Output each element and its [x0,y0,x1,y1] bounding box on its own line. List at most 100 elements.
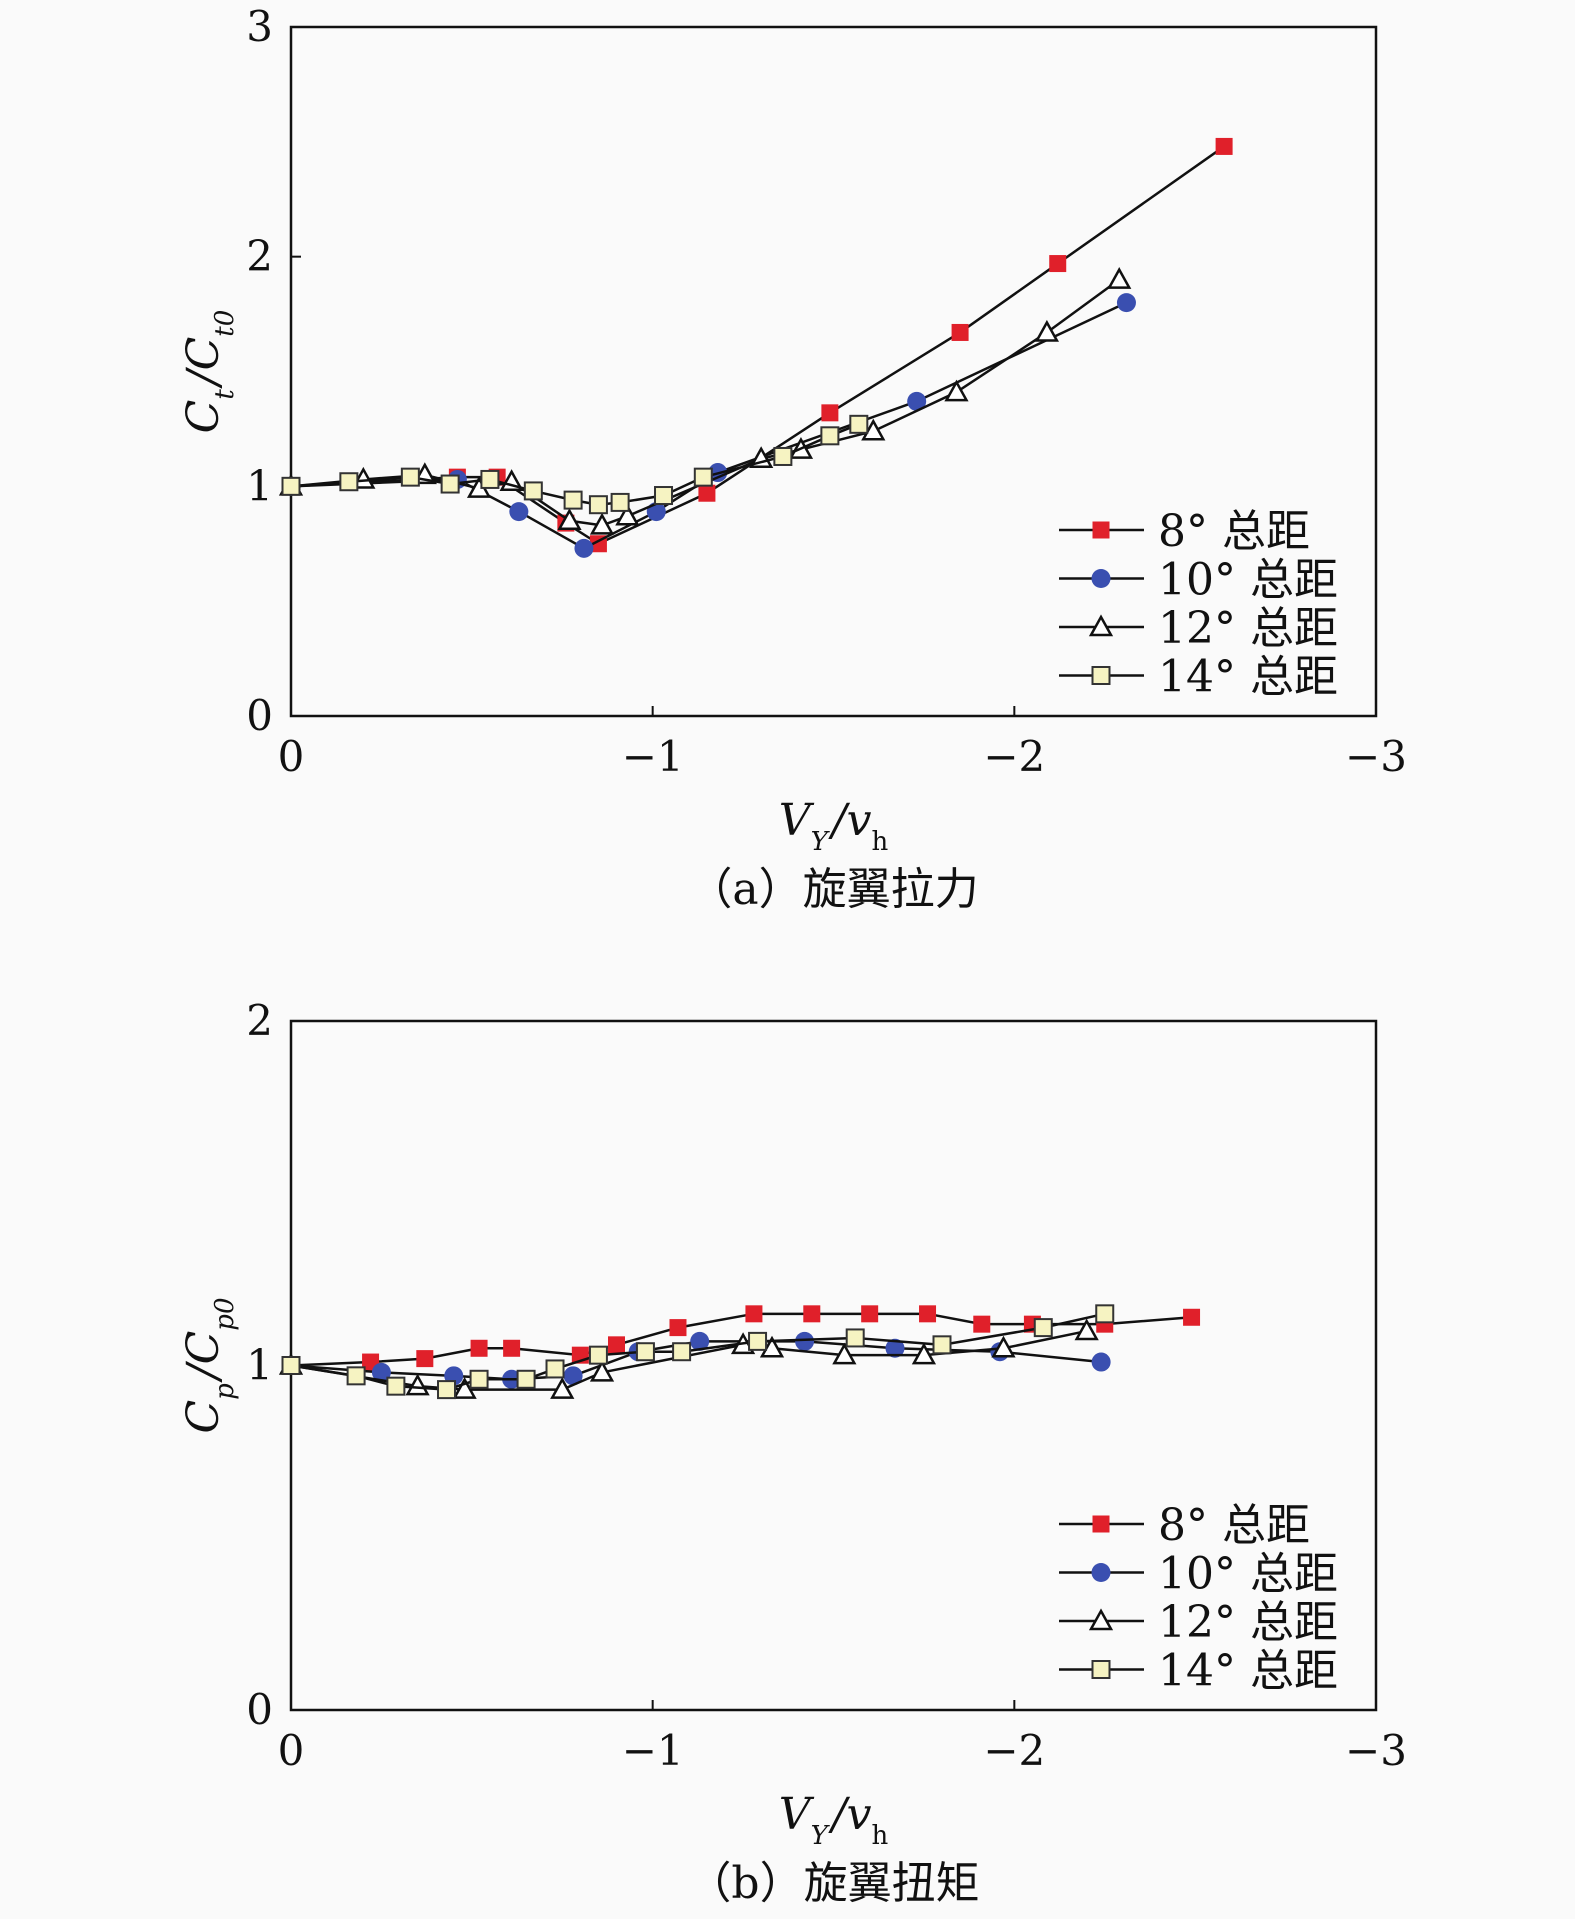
axis-label-main: C [178,1400,229,1434]
data-point [503,1339,521,1357]
data-point [1091,569,1111,588]
data-point [919,1305,937,1323]
y-tick-label: 0 [246,691,273,740]
data-point [588,1345,608,1365]
legend-label: 10° 总距 [1158,555,1338,606]
data-point [748,1331,768,1351]
data-point [1034,319,1060,342]
y-axis-label: Cp/Cp0 [178,1297,240,1433]
data-point [820,426,840,446]
data-point [654,486,674,506]
data-point [400,467,420,487]
data-point [589,512,615,535]
data-point [550,1377,575,1399]
data-point [1091,1563,1111,1582]
data-point [416,1350,434,1368]
data-point [1091,1352,1111,1372]
data-point [803,1305,821,1323]
x-tick-label: −3 [1345,732,1407,781]
data-point [1091,666,1111,685]
data-point [635,1342,655,1362]
axis-label-main: V [779,795,815,846]
series-2 [278,1318,1099,1399]
y-tick-label: 2 [246,996,273,1045]
data-point [371,1362,391,1382]
chart-caption: （b）旋翼扭矩 [687,1858,979,1909]
x-tick-label: −1 [622,1726,684,1775]
data-point [907,391,927,411]
axis-label-main2: v [847,1789,872,1840]
x-tick-label: −2 [983,732,1045,781]
axis-label-main2: C [178,337,229,371]
series-3 [281,1304,1115,1400]
legend-label: 10° 总距 [1158,1549,1338,1600]
data-point [1092,521,1110,539]
data-point [588,495,608,515]
data-point [1088,1608,1114,1631]
data-point [557,508,582,531]
data-point [1107,267,1132,289]
legend-label: 8° 总距 [1158,506,1310,557]
data-point [509,502,529,522]
data-point [545,1359,565,1379]
axis-label-sub2: h [871,1821,888,1851]
data-point [589,1359,615,1382]
axis-label-sep: / [178,1360,229,1383]
y-tick-label: 2 [246,232,273,281]
data-point [1033,1318,1053,1338]
axis-label-main2: C [178,1331,229,1365]
legend-label: 12° 总距 [1158,1597,1338,1648]
y-axis-label: Ct/Ct0 [178,310,240,434]
data-point [911,1342,937,1365]
data-point [516,1369,536,1389]
data-point [523,481,543,501]
legend-label: 8° 总距 [1158,1500,1310,1551]
series-3 [281,414,869,515]
axis-label-sep: / [178,366,229,389]
data-point [672,1342,692,1362]
data-point [1183,1308,1201,1326]
data-point [563,1366,583,1386]
data-point [845,1328,865,1348]
series-1 [281,293,1136,558]
data-point [281,476,301,496]
axis-label-sub2: h [871,827,888,857]
data-point [1116,293,1136,313]
x-tick-label: −3 [1345,1726,1407,1775]
data-point [821,404,839,422]
data-point [690,1331,710,1351]
data-point [669,1319,687,1337]
x-tick-label: 0 [278,1726,305,1775]
axis-label-sub: Y [811,1821,831,1851]
data-point [1091,1660,1111,1679]
axis-label-sub2: p0 [210,1297,240,1330]
chart-caption: （a）旋翼拉力 [688,864,978,915]
data-point [698,484,716,502]
x-tick-label: 0 [278,732,305,781]
data-point [885,1338,905,1358]
data-point [405,1373,430,1396]
data-point [563,490,583,510]
data-point [1095,1304,1115,1324]
data-point [610,492,630,512]
data-point [437,1380,457,1400]
x-axis-label: VY/vh [779,1789,889,1851]
x-tick-label: −2 [983,1726,1045,1775]
data-point [1088,614,1114,637]
data-point [973,1315,991,1333]
data-point [608,1336,625,1354]
data-point [745,1305,763,1323]
data-point [470,1339,488,1357]
data-point [615,503,640,526]
data-point [1049,255,1067,273]
series-line [290,301,1127,550]
axis-label-sub: t [210,389,240,400]
y-tick-label: 1 [246,461,273,510]
x-tick-label: −1 [622,732,684,781]
data-point [281,1356,301,1375]
plot-frame [289,25,1378,718]
